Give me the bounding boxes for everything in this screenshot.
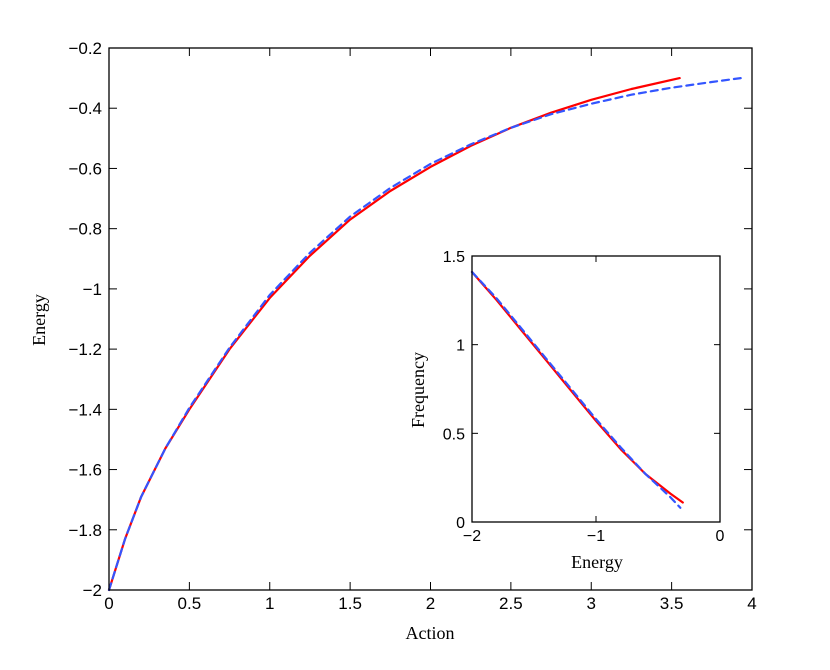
main-x-tick-label: 2 — [426, 594, 435, 613]
inset-plot-area — [472, 256, 720, 522]
main-y-tick-label: −0.4 — [68, 99, 102, 118]
inset-x-tick-label: −1 — [587, 528, 605, 545]
inset-series-0-line — [470, 270, 684, 504]
main-y-tick-label: −0.8 — [68, 220, 102, 239]
main-x-tick-label: 1 — [265, 594, 274, 613]
inset-x-axis-title: Energy — [571, 552, 623, 572]
main-y-tick-label: −1 — [83, 280, 102, 299]
inset-plot-frame — [471, 255, 721, 523]
main-x-axis-title: Action — [406, 623, 455, 643]
main-x-tick-label: 1.5 — [338, 594, 362, 613]
main-x-tick-label: 3.5 — [660, 594, 684, 613]
main-series-1-line — [107, 76, 742, 592]
main-y-axis-title: Energy — [29, 294, 49, 346]
inset-y-axis-title: Frequency — [408, 352, 428, 428]
inset-series-1-line — [470, 270, 682, 509]
main-x-tick-label: 0.5 — [178, 594, 202, 613]
main-y-tick-label: −1.4 — [68, 400, 102, 419]
inset-x-tick-label: 0 — [716, 528, 725, 545]
inset-y-tick-label: 0 — [456, 515, 465, 532]
inset-series-group — [470, 270, 684, 509]
main-x-tick-label: 2.5 — [499, 594, 523, 613]
main-y-tick-label: −1.2 — [68, 340, 102, 359]
main-plot-frame — [108, 47, 753, 591]
main-x-tick-label: 0 — [104, 594, 113, 613]
main-x-tick-label: 3 — [587, 594, 596, 613]
main-y-tick-label: −1.6 — [68, 461, 102, 480]
inset-y-tick-label: 0.5 — [443, 426, 465, 443]
inset-axes-group: −2 −1 0 0 0.5 1 1.5 — [443, 249, 725, 545]
inset-y-tick-label: 1 — [456, 338, 465, 355]
main-y-tick-label: −0.6 — [68, 159, 102, 178]
main-series-group — [107, 76, 742, 592]
inset-y-tick-label: 1.5 — [443, 249, 465, 266]
main-y-tick-label: −2 — [83, 581, 102, 600]
main-y-tick-label: −0.2 — [68, 39, 102, 58]
main-x-tick-label: 4 — [747, 594, 756, 613]
inset-x-tick-label: −2 — [463, 528, 481, 545]
main-axes-group: 0 0.5 1 1.5 2 2.5 3 3.5 4 −2 −1.8 −1.6 −1.4 −1.2 −1 −0.… — [68, 39, 756, 613]
main-y-tick-label: −1.8 — [68, 521, 102, 540]
